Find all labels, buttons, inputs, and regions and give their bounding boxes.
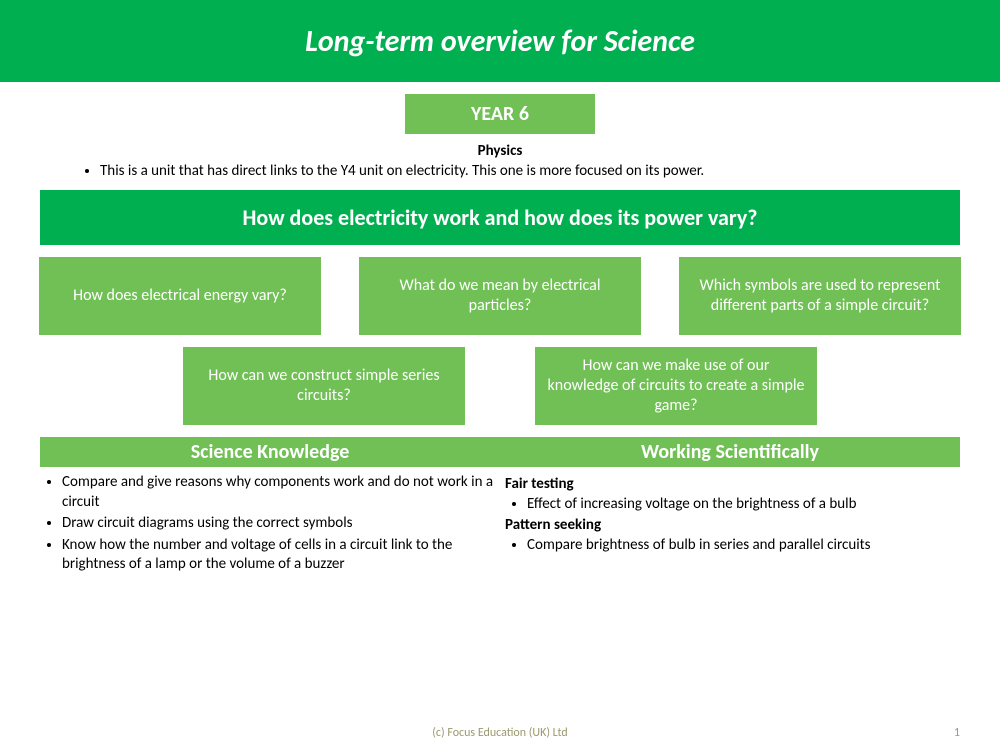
science-knowledge-body: Compare and give reasons why components … <box>40 473 495 577</box>
sub-question-box: Which symbols are used to represent diff… <box>679 257 961 335</box>
knowledge-bullet: Compare and give reasons why components … <box>62 473 495 512</box>
sub-question-row-2: How can we construct simple series circu… <box>36 347 964 425</box>
sub-question-row-1: How does electrical energy vary? What do… <box>36 257 964 335</box>
sub-question-box: How can we make use of our knowledge of … <box>535 347 817 425</box>
page-number: 1 <box>954 726 960 740</box>
page-title: Long-term overview for Science <box>305 23 695 60</box>
footer-copyright: (c) Focus Education (UK) Ltd <box>0 726 1000 740</box>
pattern-seeking-bullet: Compare brightness of bulb in series and… <box>527 536 960 556</box>
science-knowledge-header: Science Knowledge <box>40 437 500 467</box>
working-scientifically-header: Working Scientifically <box>500 437 960 467</box>
subject-label: Physics <box>0 142 1000 160</box>
knowledge-bullet: Know how the number and voltage of cells… <box>62 536 495 575</box>
sub-question-box: How can we construct simple series circu… <box>183 347 465 425</box>
header-bar: Long-term overview for Science <box>0 0 1000 82</box>
pattern-seeking-subhead: Pattern seeking <box>505 516 960 536</box>
main-question-bar: How does electricity work and how does i… <box>40 190 960 245</box>
two-column-header: Science Knowledge Working Scientifically <box>40 437 960 467</box>
year-badge-text: YEAR 6 <box>471 102 529 126</box>
main-question-text: How does electricity work and how does i… <box>243 204 758 231</box>
year-badge: YEAR 6 <box>405 94 595 134</box>
sub-question-box: What do we mean by electrical particles? <box>359 257 641 335</box>
working-scientifically-body: Fair testing Effect of increasing voltag… <box>505 473 960 577</box>
knowledge-bullet: Draw circuit diagrams using the correct … <box>62 514 495 534</box>
intro-bullet: This is a unit that has direct links to … <box>100 162 940 180</box>
intro-text: This is a unit that has direct links to … <box>80 162 940 180</box>
two-column-body: Compare and give reasons why components … <box>40 473 960 577</box>
fair-testing-subhead: Fair testing <box>505 475 960 495</box>
sub-question-box: How does electrical energy vary? <box>39 257 321 335</box>
fair-testing-bullet: Effect of increasing voltage on the brig… <box>527 495 960 515</box>
